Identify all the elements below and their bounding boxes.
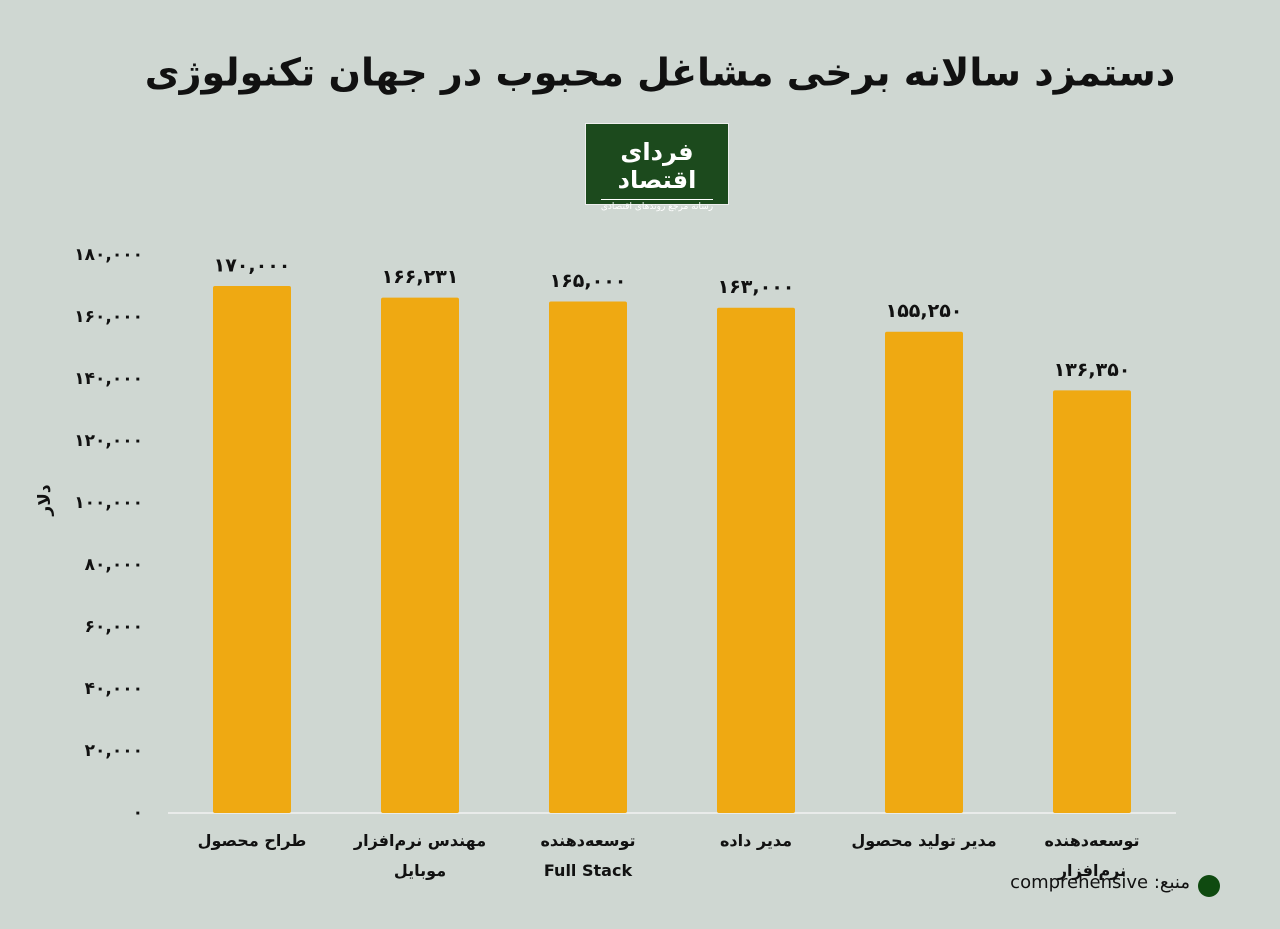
bar — [885, 331, 963, 813]
y-tick-label: ۸۰,۰۰۰ — [85, 555, 143, 575]
bar — [381, 297, 459, 813]
y-tick-label: ۱۴۰,۰۰۰ — [74, 369, 143, 389]
logo-tagline: رسانه مرجع روندهای اقتصادی — [600, 199, 714, 212]
logo: فردای اقتصاد رسانه مرجع روندهای اقتصادی — [585, 123, 729, 212]
x-tick-label: طراح محصول — [197, 831, 307, 850]
y-tick-label: ۱۲۰,۰۰۰ — [74, 431, 143, 451]
source: منبع: comprehensive — [1010, 872, 1190, 893]
value-label: ۱۷۰,۰۰۰ — [214, 255, 291, 277]
chart-title: دستمزد سالانه برخی مشاغل محبوب در جهان ت… — [145, 51, 1175, 95]
x-tick-label: مدیر داده — [719, 831, 793, 850]
bar — [717, 307, 795, 813]
y-tick-label: ۶۰,۰۰۰ — [85, 617, 143, 637]
bar — [549, 301, 627, 813]
x-tick-label: توسعه‌دهنده نرم‌افزار — [1044, 831, 1140, 880]
y-axis-label: دلار — [35, 484, 55, 516]
x-tick-label: مدیر تولید محصول — [851, 831, 997, 850]
y-tick-label: ۲۰,۰۰۰ — [85, 741, 143, 761]
bar — [213, 286, 291, 813]
value-label: ۱۶۳,۰۰۰ — [718, 276, 795, 298]
source-dot — [1198, 875, 1220, 897]
value-label: ۱۵۵,۲۵۰ — [886, 300, 963, 322]
y-tick-label: ۰ — [133, 803, 143, 823]
x-tick-label: مهندس نرم‌افزار موبایل — [353, 831, 487, 880]
logo-name: فردای اقتصاد — [617, 138, 697, 194]
y-tick-label: ۱۰۰,۰۰۰ — [74, 493, 143, 513]
value-label: ۱۶۶,۲۳۱ — [382, 266, 459, 288]
y-tick-label: ۴۰,۰۰۰ — [85, 679, 143, 699]
y-tick-label: ۱۶۰,۰۰۰ — [74, 307, 143, 327]
x-tick-label: توسعه‌دهنده Full Stack — [540, 831, 636, 880]
value-label: ۱۶۵,۰۰۰ — [550, 270, 627, 292]
value-label: ۱۳۶,۳۵۰ — [1054, 359, 1131, 381]
bar — [1053, 390, 1131, 813]
y-tick-label: ۱۸۰,۰۰۰ — [74, 245, 143, 265]
